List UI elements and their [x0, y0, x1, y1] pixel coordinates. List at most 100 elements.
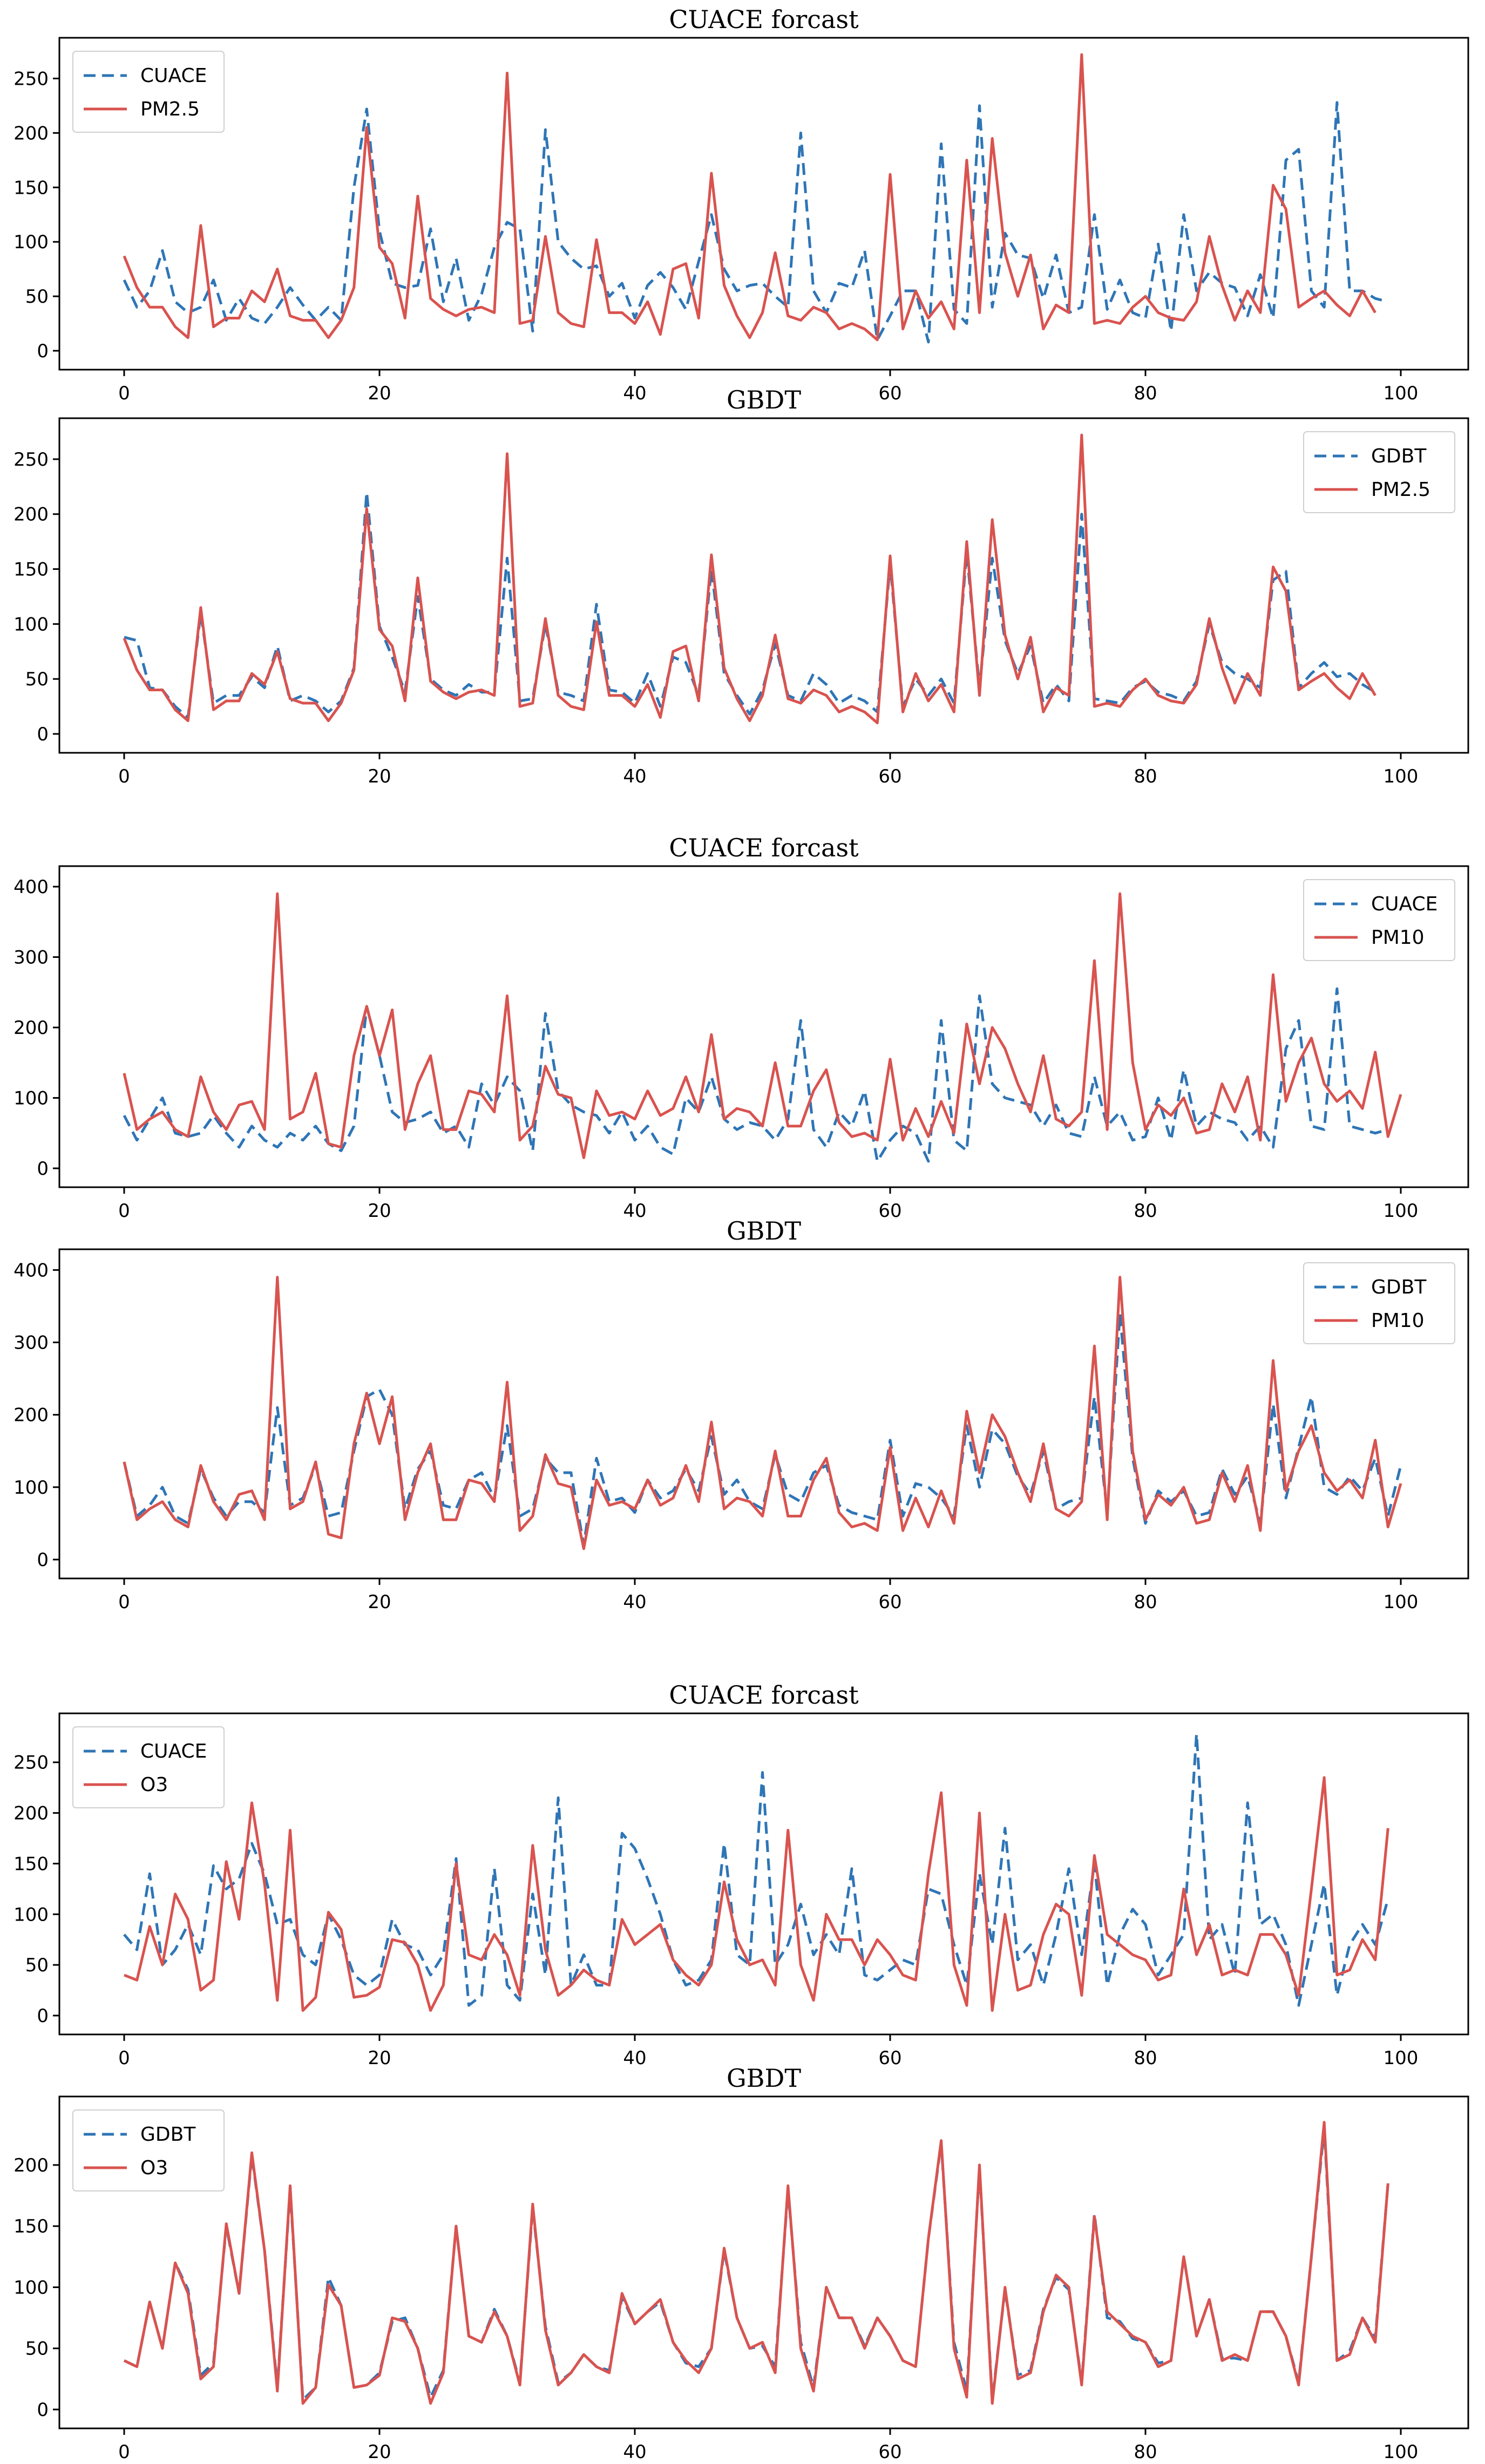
x-tick-label: 0: [118, 1591, 130, 1613]
x-tick-label: 60: [878, 2047, 901, 2069]
series-line-gdbt: [123, 2127, 1389, 2401]
series-line-pm2-5: [123, 53, 1376, 342]
x-tick-label: 80: [1134, 383, 1157, 404]
axes-frame: [58, 1248, 1469, 1580]
chart-title: GBDT: [727, 1216, 801, 1245]
x-tick-label: 60: [878, 1200, 901, 1222]
y-tick-label: 100: [13, 232, 49, 253]
legend-box: [1303, 879, 1455, 961]
axes-frame: [58, 37, 1469, 371]
axes-frame: [58, 2095, 1469, 2429]
x-tick-label: 0: [118, 2441, 130, 2463]
y-tick-label: 50: [25, 286, 49, 308]
y-tick-label: 0: [37, 1549, 49, 1571]
chart-panel-4: GBDT 0 20 40 60 80 100 0 100 200 300 400 GDBT PM10: [13, 1216, 1469, 1613]
legend-label: CUACE: [140, 1740, 207, 1762]
x-tick-label: 40: [623, 1591, 646, 1613]
legend: GDBT PM10: [1303, 1262, 1455, 1344]
axes-frame: [58, 417, 1469, 754]
series-line-cuace: [123, 987, 1388, 1163]
y-tick-label: 250: [13, 449, 49, 471]
legend-label: CUACE: [1371, 893, 1437, 915]
y-tick-label: 200: [13, 122, 49, 144]
x-tick-label: 100: [1384, 766, 1419, 787]
y-tick-label: 150: [13, 2216, 49, 2237]
x-tick-label: 100: [1384, 383, 1419, 404]
y-tick-label: 250: [13, 68, 49, 90]
legend-label: PM10: [1371, 927, 1425, 949]
legend: GDBT O3: [72, 2109, 225, 2191]
x-tick-label: 60: [878, 766, 901, 787]
x-tick-label: 100: [1384, 2047, 1419, 2069]
x-tick-label: 20: [368, 383, 391, 404]
x-tick-label: 60: [878, 383, 901, 404]
x-tick-label: 20: [368, 1200, 391, 1222]
y-tick-label: 300: [13, 1332, 49, 1354]
legend: GDBT PM2.5: [1303, 431, 1455, 513]
legend-label: GDBT: [1371, 1276, 1427, 1298]
chart-panel-6: GBDT 0 20 40 60 80 100 0 50 100 150 200 GDBT O3: [13, 2064, 1469, 2463]
y-tick-label: 300: [13, 947, 49, 969]
x-tick-label: 60: [878, 2441, 901, 2463]
legend-label: GDBT: [140, 2123, 196, 2146]
y-tick-label: 100: [13, 614, 49, 635]
chart-title: CUACE forcast: [669, 833, 859, 862]
chart-title: GBDT: [727, 2064, 801, 2093]
y-tick-label: 50: [25, 2338, 49, 2360]
y-tick-label: 200: [13, 2155, 49, 2176]
x-tick-label: 60: [878, 1591, 901, 1613]
x-tick-label: 80: [1134, 766, 1157, 787]
y-tick-label: 400: [13, 876, 49, 898]
legend-label: CUACE: [140, 65, 207, 87]
chart-title: CUACE forcast: [669, 1680, 859, 1710]
legend-label: O3: [140, 1774, 168, 1796]
chart-panel-5: CUACE forcast 0 20 40 60 80 100 0 50 100 150 200 250…: [13, 1680, 1469, 2069]
y-tick-label: 0: [37, 1158, 49, 1180]
legend-box: [72, 51, 225, 133]
series-line-pm10: [123, 1276, 1402, 1550]
x-tick-label: 20: [368, 2441, 391, 2463]
x-tick-label: 80: [1134, 1591, 1157, 1613]
x-tick-label: 20: [368, 2047, 391, 2069]
x-tick-label: 20: [368, 766, 391, 787]
chart-panel-1: CUACE forcast 0 20 40 60 80 100 0 50 100 150 200 250…: [13, 5, 1469, 404]
chart-title: GBDT: [727, 385, 801, 414]
x-tick-label: 0: [118, 383, 130, 404]
series-line-o3: [123, 2121, 1389, 2405]
y-tick-label: 0: [37, 2399, 49, 2421]
y-tick-label: 200: [13, 1405, 49, 1426]
y-tick-label: 0: [37, 724, 49, 745]
series-line-o3: [124, 1776, 1389, 2012]
x-tick-label: 40: [623, 1200, 646, 1222]
y-tick-label: 0: [37, 2005, 49, 2027]
y-tick-label: 100: [13, 2277, 49, 2298]
x-tick-label: 40: [623, 2441, 646, 2463]
x-tick-label: 20: [368, 1591, 391, 1613]
y-tick-label: 50: [25, 1955, 49, 1976]
y-tick-label: 200: [13, 1017, 49, 1039]
y-tick-label: 150: [13, 177, 49, 199]
chart-title: CUACE forcast: [669, 5, 859, 34]
legend: CUACE PM10: [1303, 879, 1455, 961]
series-line-cuace: [123, 101, 1388, 344]
chart-panel-3: CUACE forcast 0 20 40 60 80 100 0 100 200 300 400 CU…: [13, 833, 1469, 1222]
legend-box: [72, 2109, 225, 2191]
x-tick-label: 40: [623, 766, 646, 787]
x-tick-label: 40: [623, 383, 646, 404]
x-tick-label: 80: [1134, 2047, 1157, 2069]
y-tick-label: 200: [13, 1803, 49, 1825]
y-tick-label: 400: [13, 1260, 49, 1281]
x-tick-label: 0: [118, 2047, 130, 2069]
series-line-gdbt: [124, 491, 1376, 719]
x-tick-label: 0: [118, 1200, 130, 1222]
legend-box: [72, 1726, 225, 1808]
legend-label: PM2.5: [1371, 479, 1430, 501]
y-tick-label: 100: [13, 1477, 49, 1499]
legend-label: PM10: [1371, 1310, 1425, 1332]
x-tick-label: 80: [1134, 2441, 1157, 2463]
x-tick-label: 100: [1384, 2441, 1419, 2463]
legend-box: [1303, 431, 1455, 513]
legend-label: PM2.5: [140, 98, 200, 120]
